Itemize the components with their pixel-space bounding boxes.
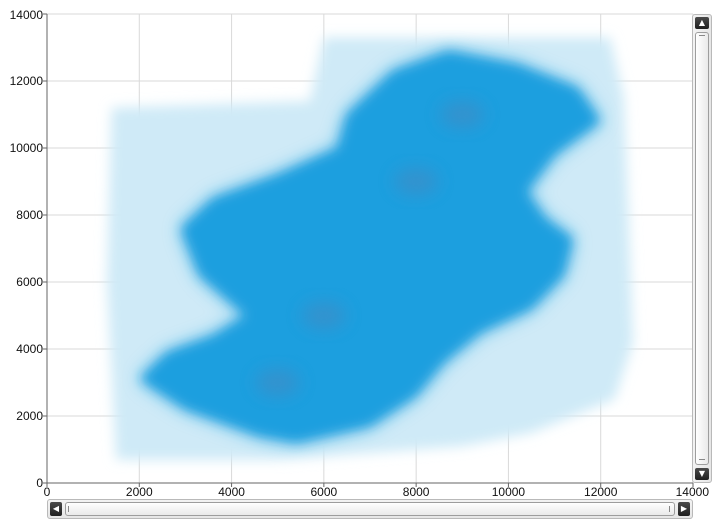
x-tick-labels: 0 2000 4000 6000 8000 10000 12000 14000 bbox=[44, 485, 710, 499]
dense-density-region bbox=[139, 50, 601, 443]
density-core bbox=[301, 301, 346, 330]
arrow-down-icon: ▼ bbox=[698, 469, 706, 478]
scroll-up-button[interactable]: ▲ bbox=[695, 17, 709, 29]
x-tick-label: 8000 bbox=[403, 485, 430, 499]
y-tick-label: 0 bbox=[36, 476, 43, 490]
horizontal-scroll-thumb[interactable] bbox=[65, 502, 675, 516]
y-tick-label: 8000 bbox=[16, 208, 43, 222]
y-tick-labels: 0 2000 4000 6000 8000 10000 12000 14000 bbox=[10, 8, 44, 490]
x-tick-label: 2000 bbox=[126, 485, 153, 499]
y-tick-label: 4000 bbox=[16, 342, 43, 356]
horizontal-scrollbar[interactable]: ◀ ▶ bbox=[47, 499, 693, 519]
x-tick-label: 10000 bbox=[492, 485, 526, 499]
axes bbox=[43, 13, 694, 487]
thumb-grip bbox=[68, 506, 71, 512]
y-tick-label: 10000 bbox=[10, 141, 44, 155]
density-core bbox=[394, 167, 439, 196]
x-tick-label: 4000 bbox=[218, 485, 245, 499]
thumb-grip bbox=[699, 35, 705, 38]
scroll-right-button[interactable]: ▶ bbox=[678, 502, 690, 516]
arrow-up-icon: ▲ bbox=[698, 18, 706, 27]
x-tick-label: 6000 bbox=[311, 485, 338, 499]
x-tick-label: 0 bbox=[44, 485, 51, 499]
density-layer bbox=[107, 37, 633, 460]
density-core bbox=[255, 368, 300, 397]
arrow-right-icon: ▶ bbox=[680, 504, 688, 513]
x-tick-label: 14000 bbox=[676, 485, 710, 499]
density-core bbox=[440, 100, 485, 129]
scroll-left-button[interactable]: ◀ bbox=[50, 502, 62, 516]
thumb-grip bbox=[669, 506, 672, 512]
y-tick-label: 14000 bbox=[10, 8, 44, 22]
y-tick-label: 12000 bbox=[10, 74, 44, 88]
vertical-scrollbar[interactable]: ▲ ▼ bbox=[692, 14, 712, 483]
arrow-left-icon: ◀ bbox=[52, 504, 60, 513]
thumb-grip bbox=[699, 459, 705, 462]
y-tick-label: 2000 bbox=[16, 409, 43, 423]
y-tick-label: 6000 bbox=[16, 275, 43, 289]
vertical-scroll-thumb[interactable] bbox=[695, 32, 709, 465]
x-tick-label: 12000 bbox=[584, 485, 618, 499]
scroll-down-button[interactable]: ▼ bbox=[695, 468, 709, 480]
